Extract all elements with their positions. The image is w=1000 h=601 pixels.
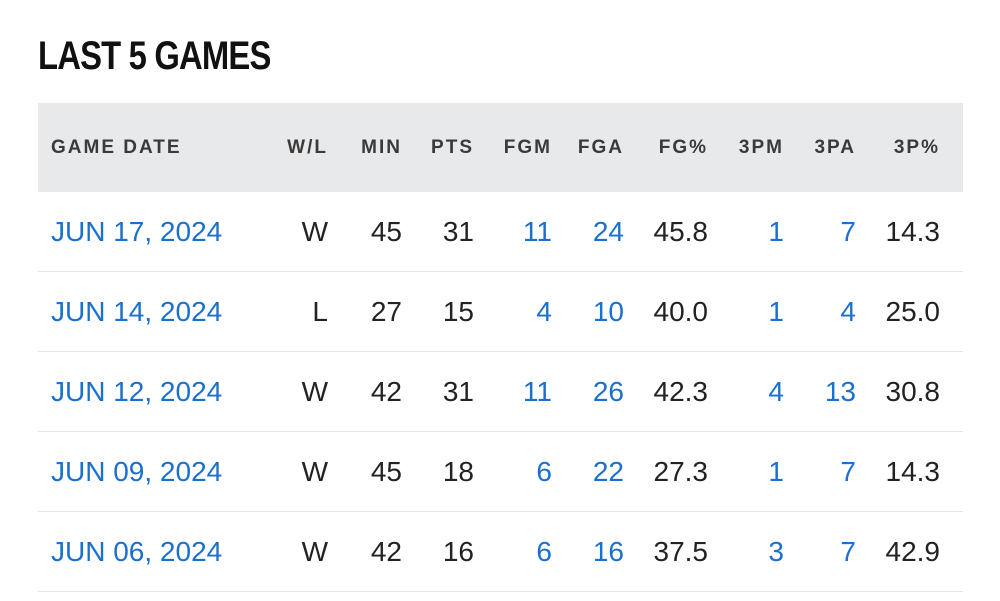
minutes-cell: 27 <box>370 295 402 327</box>
game-date-link[interactable]: JUN 12, 2024 <box>51 375 223 407</box>
table-row: JUN 09, 2024 W 45 18 6 22 27.3 1 7 14.3 <box>38 432 963 512</box>
game-date-link[interactable]: JUN 09, 2024 <box>51 455 223 487</box>
win-loss-cell: W <box>301 375 328 407</box>
fgm-link[interactable]: 11 <box>522 215 552 247</box>
column-header-3pm: 3PM <box>738 136 784 158</box>
3pm-link[interactable]: 3 <box>768 535 784 567</box>
last-games-table: GAME DATE W/L MIN PTS FGM FGA FG% 3PM 3P… <box>38 103 963 592</box>
column-header-game-date: GAME DATE <box>51 136 182 158</box>
3pa-link[interactable]: 13 <box>824 375 856 407</box>
3pm-link[interactable]: 1 <box>768 215 784 247</box>
win-loss-cell: L <box>312 295 328 327</box>
points-cell: 31 <box>442 215 474 247</box>
win-loss-cell: W <box>301 535 328 567</box>
fga-link[interactable]: 26 <box>592 375 624 407</box>
table-header: GAME DATE W/L MIN PTS FGM FGA FG% 3PM 3P… <box>38 103 963 192</box>
fg-pct-cell: 27.3 <box>653 455 709 487</box>
3p-pct-cell: 25.0 <box>885 295 941 327</box>
game-date-link[interactable]: JUN 14, 2024 <box>51 295 223 327</box>
points-cell: 31 <box>442 375 474 407</box>
3pm-link[interactable]: 1 <box>768 455 784 487</box>
3p-pct-cell: 42.9 <box>885 535 941 567</box>
fg-pct-cell: 42.3 <box>653 375 709 407</box>
fg-pct-cell: 37.5 <box>653 535 709 567</box>
column-header-pts: PTS <box>431 136 474 158</box>
win-loss-cell: W <box>301 215 328 247</box>
minutes-cell: 45 <box>370 455 402 487</box>
3pa-link[interactable]: 7 <box>840 455 856 487</box>
3pm-link[interactable]: 1 <box>768 295 784 327</box>
fgm-link[interactable]: 11 <box>522 375 552 407</box>
3p-pct-cell: 30.8 <box>885 375 941 407</box>
fga-link[interactable]: 24 <box>592 215 624 247</box>
3p-pct-cell: 14.3 <box>885 215 941 247</box>
column-header-fg-pct: FG% <box>658 136 708 158</box>
points-cell: 16 <box>442 535 474 567</box>
minutes-cell: 45 <box>370 215 402 247</box>
table-row: JUN 06, 2024 W 42 16 6 16 37.5 3 7 42.9 <box>38 512 963 592</box>
column-header-3p-pct: 3P% <box>893 136 940 158</box>
points-cell: 15 <box>442 295 474 327</box>
game-date-link[interactable]: JUN 17, 2024 <box>51 215 223 247</box>
3p-pct-cell: 14.3 <box>885 455 941 487</box>
section-title: LAST 5 GAMES <box>38 34 271 78</box>
points-cell: 18 <box>442 455 474 487</box>
column-header-fgm: FGM <box>503 136 552 158</box>
game-date-link[interactable]: JUN 06, 2024 <box>51 535 223 567</box>
minutes-cell: 42 <box>370 375 402 407</box>
fg-pct-cell: 45.8 <box>653 215 709 247</box>
fga-link[interactable]: 10 <box>592 295 624 327</box>
fga-link[interactable]: 22 <box>592 455 624 487</box>
column-header-3pa: 3PA <box>814 136 856 158</box>
3pm-link[interactable]: 4 <box>768 375 784 407</box>
column-header-wl: W/L <box>287 136 328 158</box>
minutes-cell: 42 <box>370 535 402 567</box>
column-header-min: MIN <box>361 136 402 158</box>
3pa-link[interactable]: 4 <box>840 295 856 327</box>
fgm-link[interactable]: 6 <box>536 535 552 567</box>
column-header-fga: FGA <box>577 136 624 158</box>
table-row: JUN 14, 2024 L 27 15 4 10 40.0 1 4 25.0 <box>38 272 963 352</box>
fgm-link[interactable]: 4 <box>536 295 552 327</box>
fg-pct-cell: 40.0 <box>653 295 709 327</box>
3pa-link[interactable]: 7 <box>840 535 856 567</box>
table-row: JUN 12, 2024 W 42 31 11 26 42.3 4 13 30.… <box>38 352 963 432</box>
fgm-link[interactable]: 6 <box>536 455 552 487</box>
3pa-link[interactable]: 7 <box>840 215 856 247</box>
win-loss-cell: W <box>301 455 328 487</box>
fga-link[interactable]: 16 <box>592 535 624 567</box>
table-row: JUN 17, 2024 W 45 31 11 24 45.8 1 7 14.3 <box>38 192 963 272</box>
